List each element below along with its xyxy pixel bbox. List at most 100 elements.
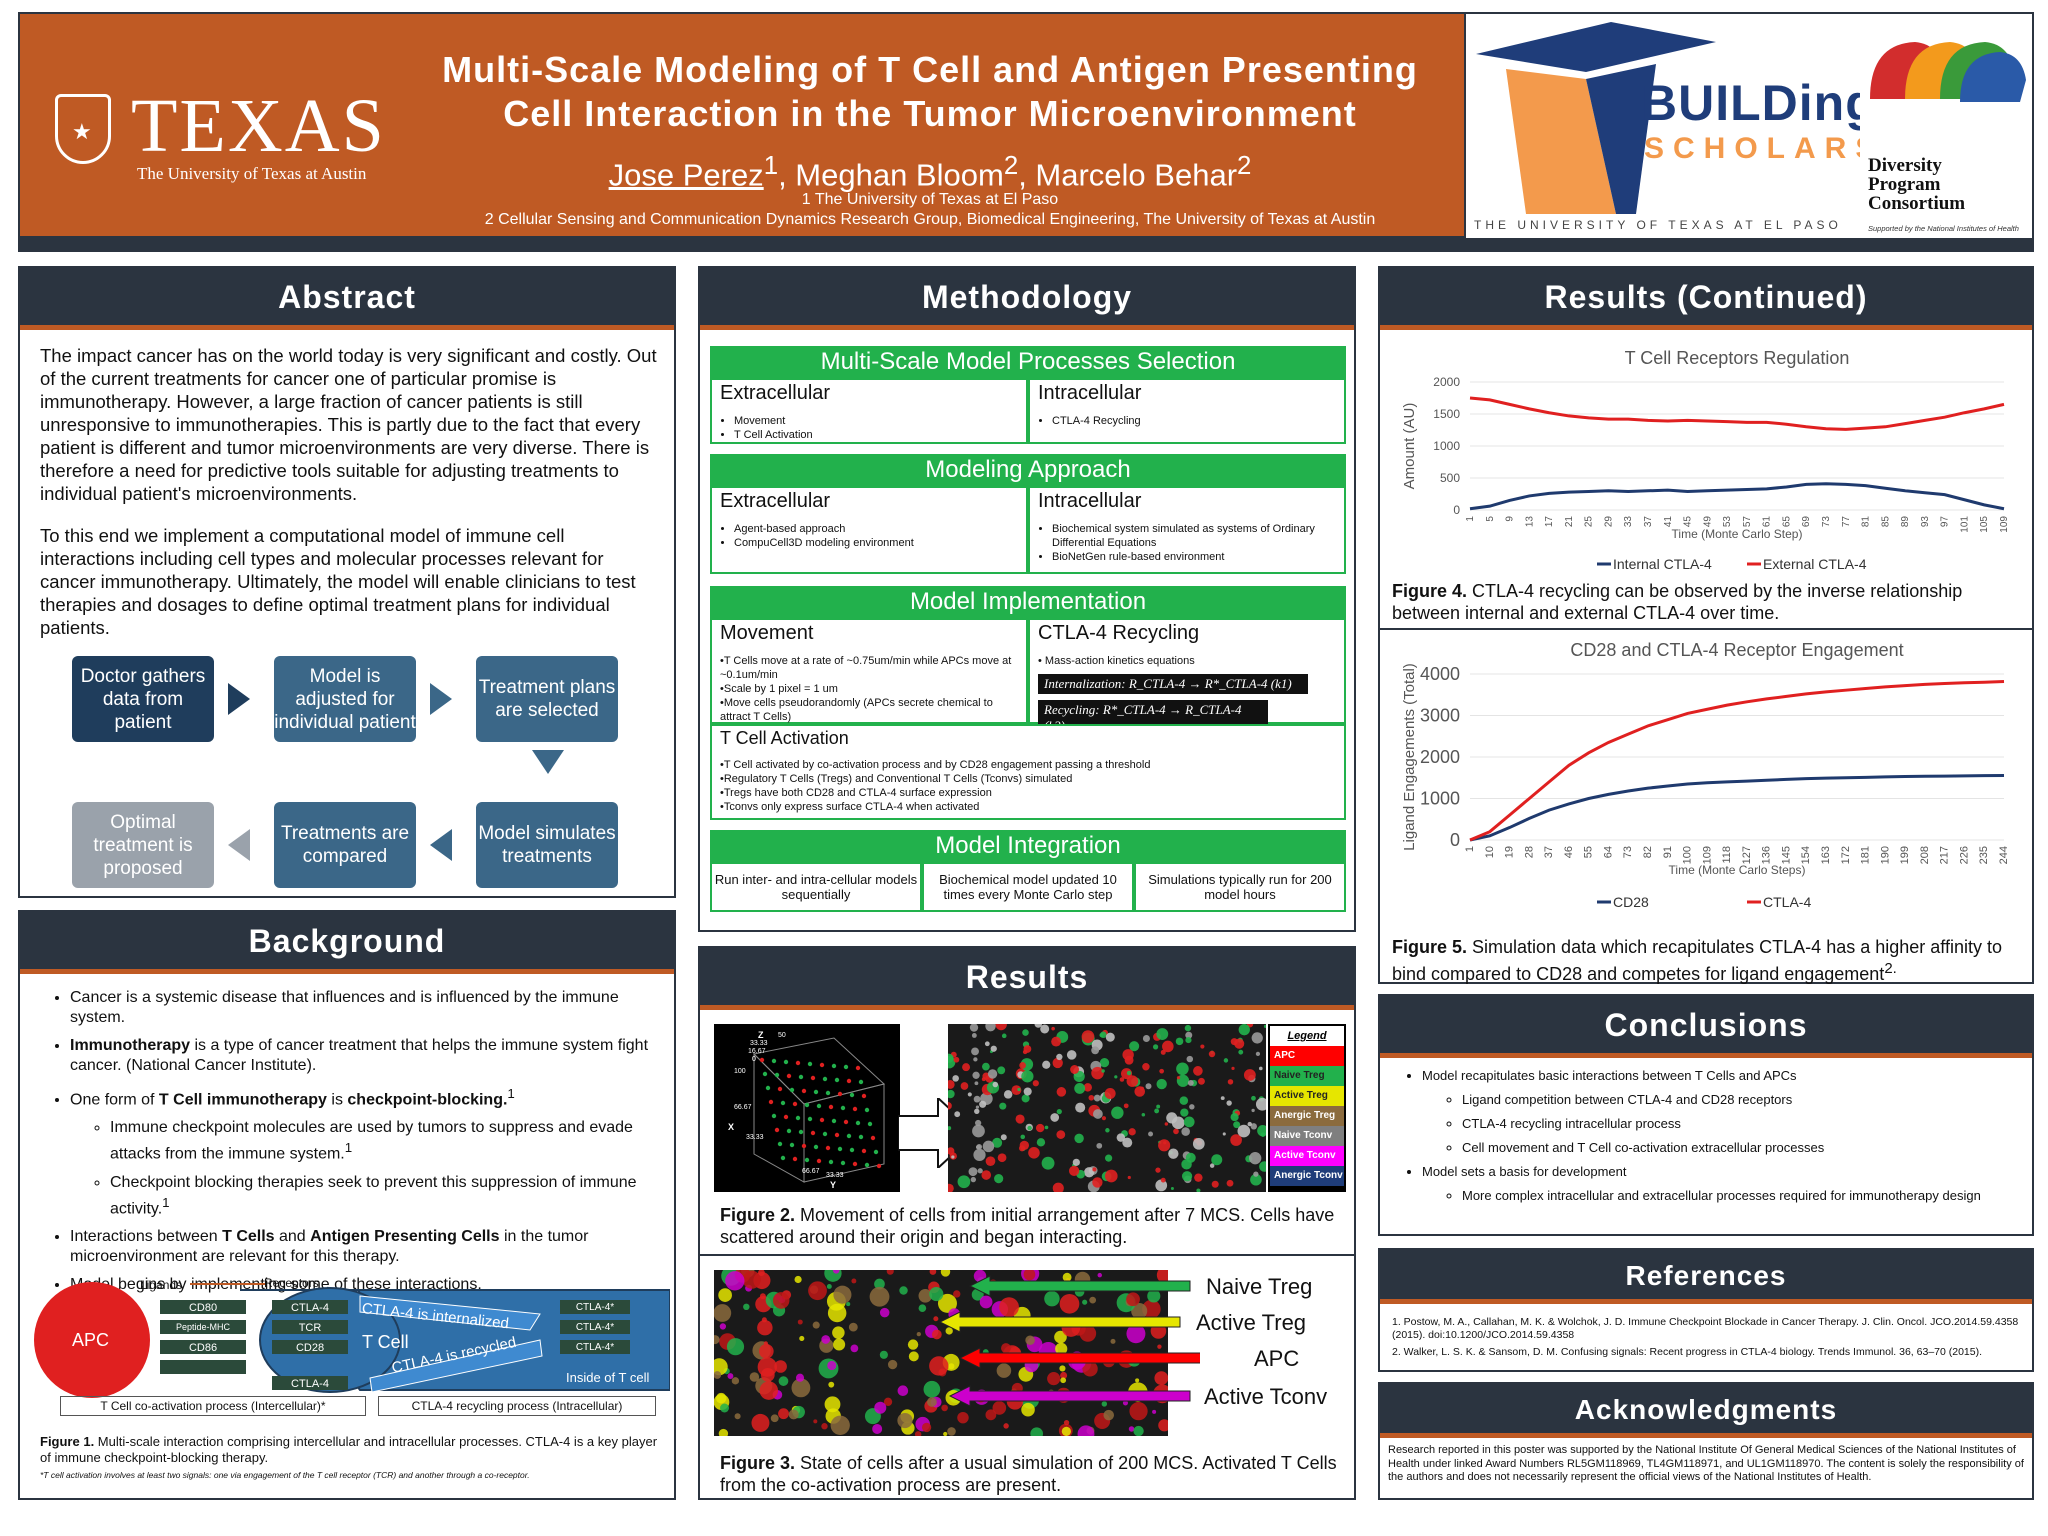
lattice-cell <box>801 1088 807 1094</box>
legend-label: Internal CTLA-4 <box>1613 556 1712 572</box>
sim-cell <box>726 1338 745 1356</box>
conclusions-panel: Conclusions Model recapitulates basic in… <box>1378 994 2034 1236</box>
sim-cell <box>1119 1077 1125 1082</box>
sim-cell <box>899 1286 908 1295</box>
x-tick-label: 65 <box>1781 516 1792 528</box>
fig1-inside-2: CTLA-4* <box>575 1322 615 1333</box>
lattice-cell <box>774 1127 780 1133</box>
fig1-cap-bold: Figure 1. <box>40 1434 95 1449</box>
x-tick-label: 64 <box>1602 846 1614 858</box>
s2-left-item: Agent-based approach <box>734 522 914 536</box>
dpc-sub: Supported by the National Institutes of … <box>1868 224 2019 233</box>
sim-cell <box>1220 1096 1225 1101</box>
sim-cell <box>977 1168 983 1174</box>
fig2-caption: Figure 2. Movement of cells from initial… <box>720 1204 1340 1248</box>
sim-cell <box>813 1419 818 1424</box>
bg-b3-a: One form of <box>70 1091 159 1109</box>
sim-cell <box>979 1295 993 1309</box>
sim-cell <box>1104 1087 1116 1099</box>
sim-cell <box>1176 1076 1181 1080</box>
sim-cell <box>1152 1409 1157 1414</box>
sim-cell <box>974 1119 982 1127</box>
sim-cell <box>1082 1299 1088 1305</box>
flow-step-5: Treatments are compared <box>274 802 416 888</box>
s3-left-item: •Scale by 1 pixel = 1 um <box>720 683 838 695</box>
methodology-heading: Methodology <box>700 268 1354 330</box>
sim-cell <box>1081 1030 1095 1044</box>
sim-cell <box>992 1081 999 1088</box>
sim-cell <box>907 1339 919 1350</box>
lattice-cell <box>795 1060 801 1066</box>
sim-cell <box>1135 1378 1140 1383</box>
sim-cell <box>1110 1338 1116 1344</box>
fig2-scattered-cells <box>948 1024 1266 1192</box>
sim-cell <box>1192 1137 1205 1150</box>
x-tick-label: 89 <box>1900 516 1911 528</box>
lattice-cell <box>783 1059 789 1065</box>
sim-cell <box>718 1428 729 1436</box>
authors: Jose Perez1, Meghan Bloom2, Marcelo Beha… <box>608 152 1252 193</box>
x-tick-label: 127 <box>1741 846 1753 864</box>
sim-cell <box>1001 1343 1011 1354</box>
x-tick-label: 10 <box>1484 846 1496 858</box>
sim-cell <box>826 1283 832 1289</box>
sim-cell <box>992 1401 1007 1415</box>
x-tick-label: 45 <box>1683 516 1694 528</box>
y-tick-label: 1000 <box>1433 439 1460 453</box>
s2-left-list: Agent-based approachCompuCell3D modeling… <box>734 522 914 550</box>
lattice-cell <box>849 1147 855 1153</box>
sim-cell <box>897 1385 909 1396</box>
x-tick-label: 77 <box>1841 516 1852 528</box>
sim-cell <box>948 1102 952 1110</box>
x-tick-label: 1 <box>1465 516 1476 522</box>
s4-cell-1: Run inter- and intra-cellular models seq… <box>710 862 922 912</box>
sim-cell <box>759 1381 779 1400</box>
sim-cell <box>1077 1425 1095 1436</box>
x-tick-label: 9 <box>1505 516 1516 522</box>
sim-cell <box>1047 1372 1061 1386</box>
sim-cell <box>1101 1069 1105 1073</box>
sim-cell <box>751 1413 770 1432</box>
arrow-down-icon <box>532 750 564 774</box>
texas-logo-sub: The University of Texas at Austin <box>137 164 367 183</box>
sim-cell <box>1089 1296 1097 1304</box>
divider <box>1380 628 2032 630</box>
s3-bottom-item: •Regulatory T Cells (Tregs) and Conventi… <box>720 773 1073 785</box>
bg-b3-b: is <box>326 1091 348 1109</box>
lattice-cell <box>771 1058 777 1064</box>
sim-cell <box>1096 1142 1103 1149</box>
sim-cell <box>1092 1177 1103 1188</box>
sim-cell <box>972 1071 980 1079</box>
s2-right-item: BioNetGen rule-based environment <box>1052 550 1336 564</box>
sim-cell <box>972 1124 985 1138</box>
sim-cell <box>1175 1037 1184 1046</box>
sim-cell <box>1181 1171 1193 1182</box>
sim-cell <box>718 1288 732 1302</box>
sim-cell <box>795 1373 805 1382</box>
sim-cell <box>1028 1147 1040 1159</box>
sim-cell <box>1062 1272 1072 1282</box>
sim-cell <box>974 1081 979 1086</box>
references-heading: References <box>1380 1250 2032 1304</box>
sim-cell <box>833 1285 852 1304</box>
arrow-right-icon <box>430 683 452 715</box>
sim-cell <box>1050 1113 1060 1122</box>
sim-cell <box>1015 1114 1025 1124</box>
sim-cell <box>778 1376 789 1386</box>
sim-cell <box>757 1319 773 1336</box>
sim-cell <box>940 1270 951 1277</box>
lattice-cell <box>789 1087 795 1093</box>
fig5-caption: Figure 5. Simulation data which recapitu… <box>1392 936 2026 985</box>
conclusions-heading: Conclusions <box>1380 996 2032 1058</box>
sim-cell <box>1238 1024 1250 1036</box>
sim-cell <box>1093 1109 1103 1119</box>
author-3-sup: 2 <box>1237 152 1252 180</box>
conclusion-1-text: Model recapitulates basic interactions b… <box>1422 1068 1797 1083</box>
divider <box>700 1254 1354 1256</box>
sim-cell <box>1157 1344 1162 1349</box>
sim-cell <box>1103 1409 1115 1421</box>
lattice-cell <box>798 1074 804 1080</box>
sim-cell <box>1128 1128 1136 1136</box>
lattice-cell <box>861 1148 867 1154</box>
x-tick-label: 41 <box>1663 516 1674 528</box>
